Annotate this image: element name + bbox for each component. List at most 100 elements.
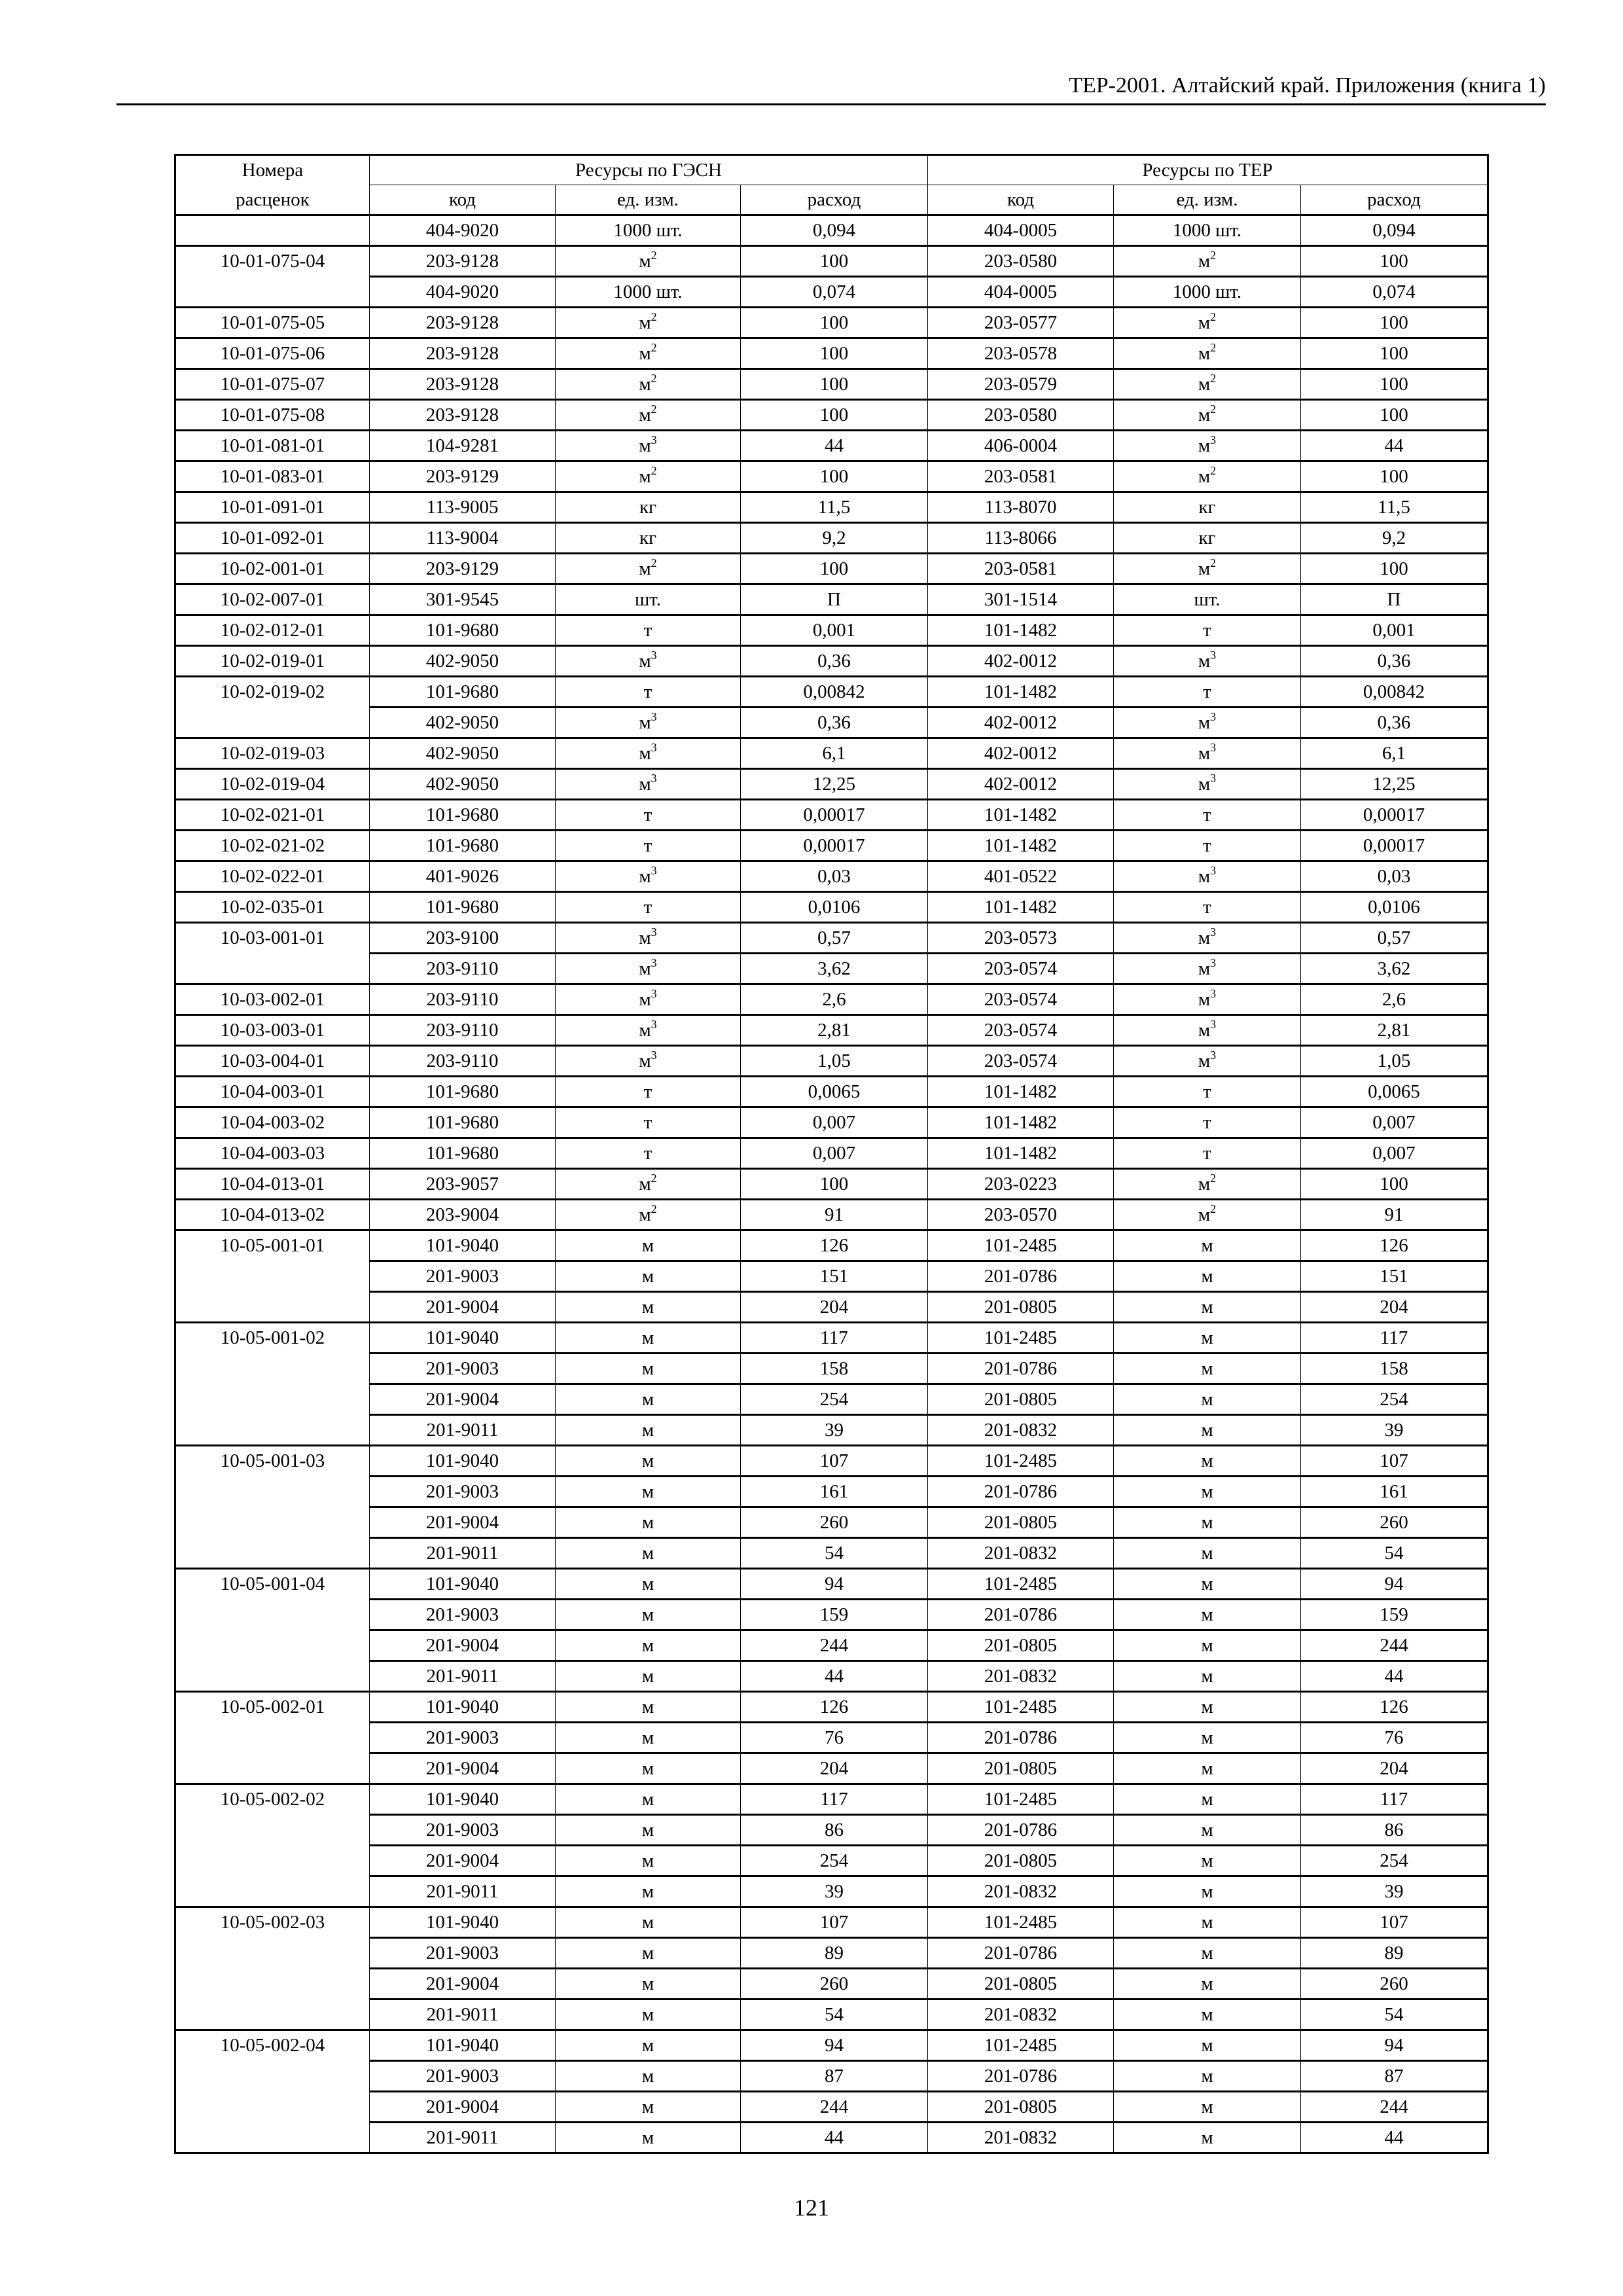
- cell-ter-unit: м3: [1113, 922, 1301, 954]
- cell-ter-unit: м: [1113, 1998, 1301, 2030]
- cell-gesn-code: 203-9110: [369, 1014, 556, 1046]
- cell-ter-unit: м3: [1113, 1045, 1301, 1077]
- cell-rate-number: 10-02-021-02: [175, 829, 370, 861]
- table-row: 201-9004 м 204 201-0805 м 204: [175, 1291, 1489, 1323]
- cell-ter-consumption: 126: [1300, 1691, 1489, 1723]
- cell-gesn-code: 201-9003: [369, 1475, 556, 1507]
- cell-rate-number: 10-04-003-02: [175, 1106, 370, 1138]
- cell-gesn-consumption: 0,00842: [740, 675, 928, 708]
- cell-gesn-unit: т: [555, 829, 741, 861]
- table-row: 10-05-001-01 101-9040 м 126 101-2485 м 126: [175, 1229, 1489, 1323]
- cell-ter-code: 101-2485: [927, 1321, 1114, 1354]
- cell-ter-consumption: 0,074: [1300, 276, 1489, 308]
- cell-ter-code: 201-0805: [927, 1291, 1114, 1323]
- cell-ter-consumption: 94: [1300, 1568, 1489, 1600]
- cell-gesn-code: 301-9545: [369, 583, 556, 615]
- cell-ter-consumption: 44: [1300, 2121, 1489, 2153]
- cell-gesn-code: 113-9005: [369, 491, 556, 523]
- table-row: 201-9003 м 158 201-0786 м 158: [175, 1352, 1489, 1384]
- cell-gesn-code: 101-9680: [369, 614, 556, 646]
- table-row: 404-9020 1000 шт. 0,094 404-0005 1000 шт. 0,0…: [175, 214, 1489, 246]
- cell-gesn-consumption: 260: [740, 1506, 928, 1538]
- cell-gesn-consumption: 151: [740, 1260, 928, 1292]
- cell-ter-consumption: 76: [1300, 1721, 1489, 1753]
- cell-ter-code: 101-1482: [927, 829, 1114, 861]
- cell-gesn-consumption: 204: [740, 1752, 928, 1784]
- table-row: 201-9003 м 151 201-0786 м 151: [175, 1260, 1489, 1292]
- cell-gesn-consumption: 117: [740, 1321, 928, 1354]
- cell-ter-code: 203-0578: [927, 337, 1114, 369]
- cell-ter-consumption: 254: [1300, 1844, 1489, 1876]
- cell-ter-code: 201-0786: [927, 1260, 1114, 1292]
- cell-ter-code: 101-1482: [927, 614, 1114, 646]
- header-gesn-consumption: расход: [740, 185, 928, 215]
- cell-rate-number: 10-02-021-01: [175, 798, 370, 831]
- cell-gesn-code: 201-9003: [369, 1352, 556, 1384]
- cell-ter-unit: м3: [1113, 429, 1301, 461]
- cell-gesn-code: 201-9004: [369, 1291, 556, 1323]
- table-row: 10-01-075-05 203-9128 м2 100 203-0577 м2 100: [175, 306, 1489, 338]
- cell-gesn-unit: м3: [555, 860, 741, 892]
- cell-gesn-unit: м: [555, 1444, 741, 1477]
- cell-gesn-code: 404-9020: [369, 214, 556, 246]
- cell-ter-consumption: 107: [1300, 1444, 1489, 1477]
- cell-ter-consumption: 0,094: [1300, 214, 1489, 246]
- cell-ter-code: 201-0832: [927, 1414, 1114, 1446]
- cell-ter-consumption: 0,57: [1300, 922, 1489, 954]
- cell-ter-consumption: 94: [1300, 2029, 1489, 2061]
- cell-gesn-consumption: 44: [740, 1660, 928, 1692]
- cell-rate-number: 10-05-001-03: [175, 1444, 370, 1569]
- cell-ter-consumption: 260: [1300, 1506, 1489, 1538]
- cell-ter-unit: м2: [1113, 1198, 1301, 1230]
- cell-gesn-consumption: 39: [740, 1875, 928, 1907]
- cell-ter-unit: м: [1113, 1844, 1301, 1876]
- cell-gesn-consumption: 87: [740, 2060, 928, 2092]
- page-number: 121: [794, 2195, 829, 2221]
- cell-ter-unit: м: [1113, 1260, 1301, 1292]
- cell-ter-code: 113-8066: [927, 522, 1114, 554]
- cell-ter-unit: 1000 шт.: [1113, 276, 1301, 308]
- table-row: 201-9004 м 204 201-0805 м 204: [175, 1752, 1489, 1784]
- cell-rate-number: 10-02-007-01: [175, 583, 370, 615]
- cell-ter-unit: м3: [1113, 860, 1301, 892]
- cell-ter-unit: м2: [1113, 306, 1301, 338]
- cell-ter-unit: м: [1113, 1475, 1301, 1507]
- table-row: 201-9004 м 254 201-0805 м 254: [175, 1844, 1489, 1876]
- cell-gesn-unit: м: [555, 1783, 741, 1815]
- table-row: 10-04-003-02 101-9680 т 0,007 101-1482 т 0,007: [175, 1106, 1489, 1138]
- cell-gesn-consumption: 44: [740, 2121, 928, 2153]
- cell-ter-consumption: 2,6: [1300, 983, 1489, 1015]
- cell-gesn-code: 104-9281: [369, 429, 556, 461]
- cell-gesn-consumption: 0,007: [740, 1137, 928, 1169]
- cell-ter-code: 201-0786: [927, 1721, 1114, 1753]
- cell-rate-number: 10-03-003-01: [175, 1014, 370, 1046]
- header-gesn-resources: Ресурсы по ГЭСН: [369, 154, 928, 185]
- cell-ter-code: 203-0577: [927, 306, 1114, 338]
- cell-rate-number: 10-01-092-01: [175, 522, 370, 554]
- cell-ter-consumption: 0,03: [1300, 860, 1489, 892]
- cell-gesn-code: 201-9003: [369, 1721, 556, 1753]
- cell-ter-consumption: 86: [1300, 1814, 1489, 1846]
- table-row: 10-02-019-04 402-9050 м3 12,25 402-0012 м3 12,…: [175, 768, 1489, 800]
- cell-ter-unit: кг: [1113, 491, 1301, 523]
- cell-ter-consumption: 151: [1300, 1260, 1489, 1292]
- table-row: 201-9003 м 161 201-0786 м 161: [175, 1475, 1489, 1507]
- cell-gesn-unit: м3: [555, 922, 741, 954]
- cell-ter-consumption: 39: [1300, 1875, 1489, 1907]
- cell-ter-code: 203-0579: [927, 368, 1114, 400]
- cell-gesn-unit: м2: [555, 552, 741, 584]
- header-rate-numbers-line1: Номера: [175, 154, 370, 185]
- cell-ter-consumption: 1,05: [1300, 1045, 1489, 1077]
- cell-gesn-consumption: 0,007: [740, 1106, 928, 1138]
- cell-gesn-code: 201-9004: [369, 2090, 556, 2123]
- cell-gesn-code: 101-9680: [369, 1075, 556, 1107]
- cell-gesn-code: 402-9050: [369, 737, 556, 769]
- cell-gesn-consumption: 0,36: [740, 645, 928, 677]
- cell-ter-consumption: 3,62: [1300, 952, 1489, 984]
- table-row: 404-9020 1000 шт. 0,074 404-0005 1000 шт. 0,0…: [175, 276, 1489, 308]
- cell-rate-number: 10-05-001-01: [175, 1229, 370, 1323]
- cell-gesn-consumption: 100: [740, 337, 928, 369]
- cell-rate-number: 10-02-019-04: [175, 768, 370, 800]
- cell-ter-code: 404-0005: [927, 214, 1114, 246]
- cell-gesn-unit: м3: [555, 429, 741, 461]
